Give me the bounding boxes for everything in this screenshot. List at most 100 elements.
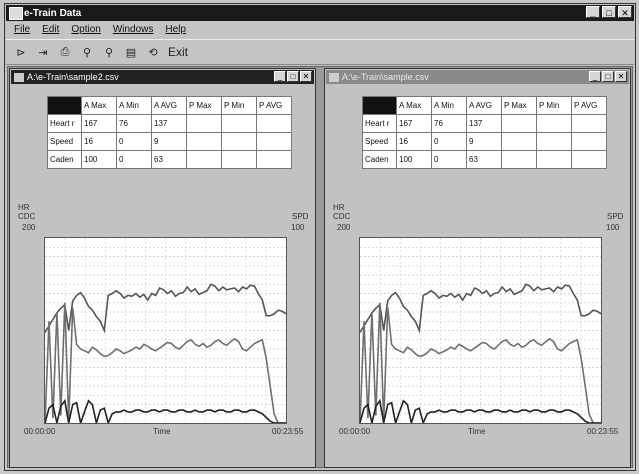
table-row: Heart r 167 76 137 <box>47 114 292 133</box>
cdc-axis-label: CDC <box>18 212 36 221</box>
child-title-bar[interactable]: A:\e-Train\sample.csv _ □ ✕ <box>326 70 629 84</box>
menu-edit[interactable]: Edit <box>42 24 60 35</box>
row-label: Caden <box>47 150 82 169</box>
hr-axis-label: HR <box>18 203 30 212</box>
right-axis-max: 100 <box>291 223 305 232</box>
col-header: A AVG <box>466 96 502 115</box>
table-cell: 100 <box>396 150 432 169</box>
refresh-icon[interactable]: ⟲ <box>148 46 158 59</box>
chart-plot[interactable] <box>44 237 287 424</box>
zoom-in-icon[interactable]: ⚲ <box>82 46 92 59</box>
spd-axis-label: SPD <box>607 212 624 221</box>
table-cell <box>536 150 572 169</box>
child-window-sample2: A:\e-Train\sample2.csv _ □ ✕ A Max A Min… <box>9 68 316 468</box>
child-window-sample: A:\e-Train\sample.csv _ □ ✕ A Max A Min … <box>324 68 631 468</box>
table-row: Caden 100 0 63 <box>47 150 292 169</box>
table-cell <box>256 132 292 151</box>
col-header: P Min <box>221 96 257 115</box>
table-cell <box>571 132 607 151</box>
table-corner <box>362 96 397 115</box>
chart-svg <box>360 238 601 423</box>
table-cell <box>501 132 537 151</box>
child-close-button[interactable]: ✕ <box>615 71 627 82</box>
col-header: P AVG <box>571 96 607 115</box>
table-cell: 76 <box>431 114 467 133</box>
table-cell <box>571 150 607 169</box>
application-window: e-Train Data _ □ ✕ File Edit Option Wind… <box>4 3 636 471</box>
series-line-heart-r <box>45 283 286 334</box>
menu-file[interactable]: File <box>14 24 31 35</box>
row-label: Speed <box>362 132 397 151</box>
child-maximize-button[interactable]: □ <box>602 71 614 82</box>
child-close-button[interactable]: ✕ <box>300 71 312 82</box>
table-cell: 0 <box>431 132 467 151</box>
row-label: Heart r <box>362 114 397 133</box>
child-maximize-button[interactable]: □ <box>287 71 299 82</box>
chart-plot[interactable] <box>359 237 602 424</box>
col-header: A Max <box>396 96 432 115</box>
left-axis-max: 200 <box>337 223 351 232</box>
col-header: P Min <box>536 96 572 115</box>
row-label: Speed <box>47 132 82 151</box>
menu-option[interactable]: Option <box>71 24 101 35</box>
table-cell <box>221 150 257 169</box>
table-cell <box>221 114 257 133</box>
title-bar[interactable]: e-Train Data _ □ ✕ <box>6 5 634 21</box>
chart-svg <box>45 238 286 423</box>
table-cell: 76 <box>116 114 152 133</box>
x-axis-start: 00:00:00 <box>339 427 371 436</box>
open-folder-icon[interactable]: ⊳ <box>16 46 26 59</box>
cdc-axis-label: CDC <box>333 212 351 221</box>
maximize-button[interactable]: □ <box>602 6 616 18</box>
table-cell <box>186 132 222 151</box>
table-cell: 0 <box>116 150 152 169</box>
col-header: A AVG <box>151 96 187 115</box>
zoom-out-icon[interactable]: ⚲ <box>104 46 114 59</box>
table-row: Heart r 167 76 137 <box>362 114 607 133</box>
col-header: P Max <box>501 96 537 115</box>
table-cell: 0 <box>116 132 152 151</box>
table-cell: 167 <box>396 114 432 133</box>
table-cell: 9 <box>151 132 187 151</box>
series-line-heart-r <box>360 283 601 334</box>
mdi-workspace: A:\e-Train\sample2.csv _ □ ✕ A Max A Min… <box>7 66 633 468</box>
x-axis-start: 00:00:00 <box>24 427 56 436</box>
spd-axis-label: SPD <box>292 212 309 221</box>
exit-button[interactable]: Exit <box>168 45 189 59</box>
menu-windows[interactable]: Windows <box>112 24 154 35</box>
child-minimize-button[interactable]: _ <box>274 71 286 82</box>
document-icon <box>329 72 339 82</box>
table-cell: 167 <box>81 114 117 133</box>
app-title: e-Train Data <box>24 7 82 19</box>
child-minimize-button[interactable]: _ <box>589 71 601 82</box>
col-header: P Max <box>186 96 222 115</box>
menu-bar: File Edit Option Windows Help <box>6 22 634 37</box>
app-icon[interactable] <box>9 7 23 20</box>
table-cell <box>186 150 222 169</box>
menu-help[interactable]: Help <box>165 24 186 35</box>
table-cell <box>536 132 572 151</box>
stats-table: A Max A Min A AVG P Max P Min P AVG Hear… <box>362 96 607 169</box>
save-icon[interactable]: ⇥ <box>38 46 48 59</box>
table-cell <box>256 150 292 169</box>
close-button[interactable]: ✕ <box>618 6 632 18</box>
table-cell: 9 <box>466 132 502 151</box>
table-cell: 137 <box>466 114 502 133</box>
table-cell <box>186 114 222 133</box>
print-icon[interactable]: ⎙ <box>60 45 70 58</box>
col-header: A Min <box>116 96 152 115</box>
table-cell: 16 <box>81 132 117 151</box>
table-cell <box>501 114 537 133</box>
table-cell <box>501 150 537 169</box>
left-axis-max: 200 <box>22 223 36 232</box>
row-label: Heart r <box>47 114 82 133</box>
stats-table: A Max A Min A AVG P Max P Min P AVG Hear… <box>47 96 292 169</box>
x-axis-end: 00:23:55 <box>272 427 304 436</box>
row-label: Caden <box>362 150 397 169</box>
table-cell: 16 <box>396 132 432 151</box>
child-title-bar[interactable]: A:\e-Train\sample2.csv _ □ ✕ <box>11 70 314 84</box>
document-icon[interactable]: ▤ <box>125 46 137 59</box>
minimize-button[interactable]: _ <box>586 6 600 18</box>
table-row: Speed 16 0 9 <box>362 132 607 151</box>
toolbar: ⊳ ⇥ ⎙ ⚲ ⚲ ▤ ⟲ Exit <box>6 39 634 65</box>
